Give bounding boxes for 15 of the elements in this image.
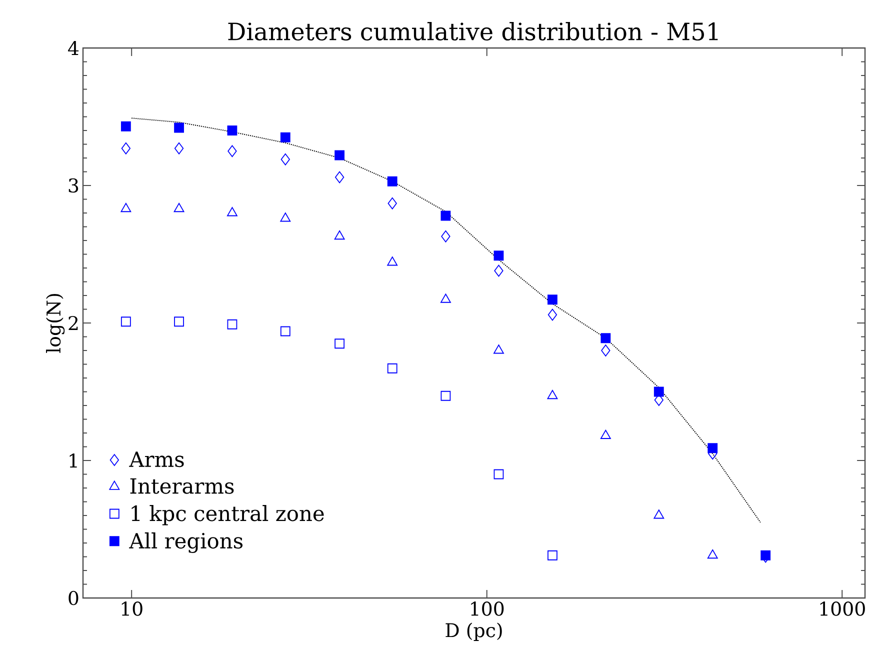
legend-label: 1 kpc central zone bbox=[132, 505, 324, 526]
y-tick-label: 2 bbox=[68, 316, 78, 330]
x-tick-label: 1000 bbox=[820, 602, 865, 616]
y-tick-label: 0 bbox=[68, 590, 78, 606]
y-tick-label: 3 bbox=[68, 178, 78, 193]
legend-label: Interarms bbox=[130, 478, 234, 494]
x-tick-label: 10 bbox=[122, 602, 142, 616]
legend-label: Arms bbox=[129, 452, 184, 468]
y-tick-label: 4 bbox=[68, 40, 79, 56]
y-axis-title: log(N) bbox=[46, 294, 65, 353]
x-axis-title: D (pc) bbox=[446, 622, 502, 641]
chart-title: Diameters cumulative distribution - M51 bbox=[228, 22, 718, 41]
legend-label: All regions bbox=[129, 532, 243, 553]
y-tick-label: 1 bbox=[70, 453, 77, 468]
x-tick-label: 100 bbox=[471, 602, 504, 616]
